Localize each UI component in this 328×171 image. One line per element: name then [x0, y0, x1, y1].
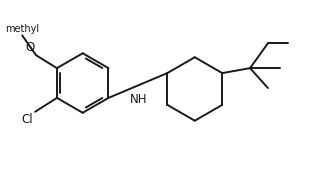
Text: O: O — [26, 41, 35, 54]
Text: Cl: Cl — [22, 113, 33, 126]
Text: NH: NH — [130, 93, 148, 106]
Text: methyl: methyl — [5, 24, 39, 34]
